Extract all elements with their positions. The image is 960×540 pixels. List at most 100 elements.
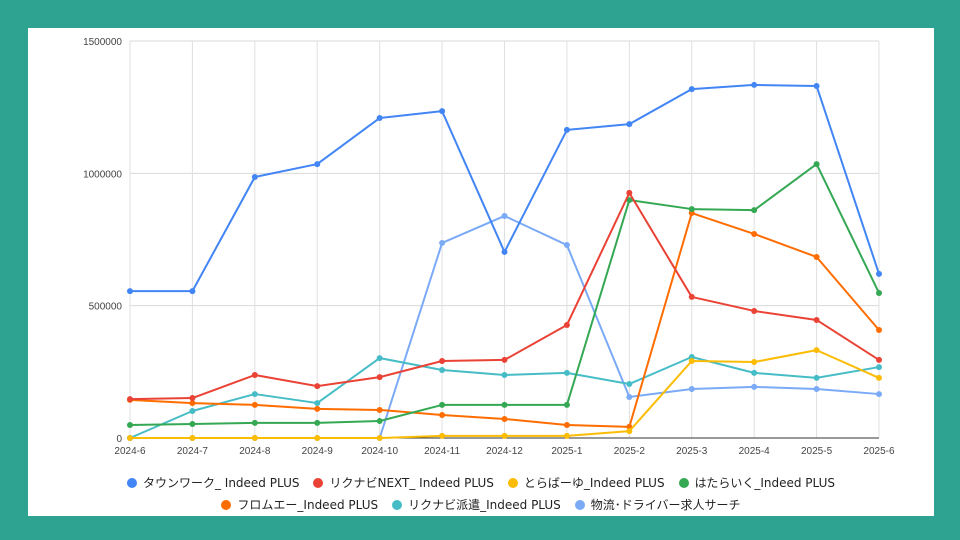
legend-label: フロムエー_Indeed PLUS (237, 498, 379, 512)
data-point (251, 401, 258, 408)
data-point (127, 435, 133, 441)
data-point (501, 415, 508, 422)
data-point (626, 197, 633, 204)
data-point (813, 374, 820, 381)
data-point (439, 401, 446, 408)
data-point (751, 359, 758, 366)
data-point (813, 347, 820, 354)
legend-item[interactable]: リクナビNEXT_ Indeed PLUS (313, 474, 494, 491)
data-point (501, 372, 508, 379)
data-point (251, 419, 258, 426)
data-point (501, 432, 508, 439)
data-point (813, 386, 820, 393)
legend-item[interactable]: はたらいく_Indeed PLUS (678, 474, 835, 491)
data-point (314, 400, 321, 407)
legend-row: フロムエー_Indeed PLUS リクナビ派遣_Indeed PLUS 物流･ドラ… (28, 496, 934, 513)
data-point (251, 372, 258, 379)
legend-label: リクナビ派遣_Indeed PLUS (408, 498, 561, 512)
x-tick-label: 2024-12 (486, 446, 523, 457)
legend-label: タウンワーク_ Indeed PLUS (142, 476, 300, 490)
data-point (751, 383, 758, 390)
x-tick-label: 2025-6 (863, 446, 895, 457)
data-point (376, 355, 383, 362)
legend-item[interactable]: タウンワーク_ Indeed PLUS (126, 474, 300, 491)
data-point (876, 374, 882, 381)
data-point (626, 428, 633, 435)
data-point (688, 293, 695, 300)
data-point (563, 432, 570, 439)
data-point (876, 391, 882, 398)
legend-label: とらばーゆ_Indeed PLUS (523, 476, 665, 490)
data-point (501, 401, 508, 408)
y-tick-label: 1500000 (83, 37, 122, 48)
x-tick-label: 2024-8 (239, 446, 271, 457)
data-point (751, 207, 758, 214)
data-point (751, 369, 758, 376)
data-point (876, 364, 882, 371)
x-tick-label: 2025-3 (676, 446, 708, 457)
data-point (626, 393, 633, 400)
legend-dot-icon (221, 499, 232, 510)
legend-item[interactable]: リクナビ派遣_Indeed PLUS (392, 496, 561, 513)
data-point (501, 212, 508, 219)
line-chart: 0 500000 1000000 1500000 2024-6 2024-7 2024-8 2… (83, 37, 895, 457)
data-point (563, 422, 570, 429)
data-point (751, 307, 758, 314)
y-tick-label: 1000000 (83, 169, 122, 180)
data-point (626, 381, 633, 388)
data-point (189, 288, 196, 295)
data-point (688, 86, 695, 93)
data-point (876, 356, 882, 363)
data-point (127, 288, 133, 295)
y-tick-label: 500000 (89, 302, 123, 313)
data-point (189, 408, 196, 415)
data-point (376, 406, 383, 413)
x-tick-label: 2024-6 (114, 446, 146, 457)
data-point (439, 432, 446, 439)
data-point (189, 400, 196, 407)
data-point (189, 395, 196, 402)
data-point (813, 161, 820, 168)
legend-item[interactable]: フロムエー_Indeed PLUS (221, 496, 378, 513)
data-point (501, 248, 508, 255)
data-point (439, 357, 446, 364)
data-point (876, 289, 882, 296)
legend-item[interactable]: 物流･ドライバー求人サーチ (574, 496, 741, 513)
legend-dot-icon (574, 499, 585, 510)
data-point (314, 383, 321, 390)
data-point (189, 420, 196, 427)
chart-card: 0 500000 1000000 1500000 2024-6 2024-7 2024-8 2… (28, 28, 934, 516)
data-point (376, 435, 383, 441)
data-point (376, 374, 383, 381)
data-point (127, 396, 133, 403)
data-point (127, 422, 133, 429)
legend-item[interactable]: とらばーゆ_Indeed PLUS (507, 474, 665, 491)
data-point (563, 242, 570, 249)
data-point (688, 357, 695, 364)
y-tick-label: 0 (116, 434, 122, 445)
data-point (439, 411, 446, 418)
legend-dot-icon (507, 477, 518, 488)
x-tick-label: 2025-4 (739, 446, 771, 457)
legend-dot-icon (313, 477, 324, 488)
legend-dot-icon (678, 477, 689, 488)
data-point (688, 206, 695, 213)
legend-label: 物流･ドライバー求人サーチ (590, 498, 741, 512)
data-point (563, 369, 570, 376)
data-point (563, 401, 570, 408)
data-point (813, 82, 820, 89)
data-point (813, 253, 820, 260)
data-point (439, 108, 446, 115)
data-point (376, 418, 383, 425)
data-point (439, 239, 446, 246)
data-point (314, 161, 321, 168)
legend-label: リクナビNEXT_ Indeed PLUS (329, 476, 494, 490)
x-tick-label: 2025-5 (801, 446, 833, 457)
legend-dot-icon (392, 499, 403, 510)
data-point (439, 366, 446, 373)
data-point (626, 121, 633, 128)
data-point (876, 327, 882, 334)
data-point (626, 189, 633, 196)
x-tick-label: 2024-9 (302, 446, 334, 457)
data-point (189, 435, 196, 441)
